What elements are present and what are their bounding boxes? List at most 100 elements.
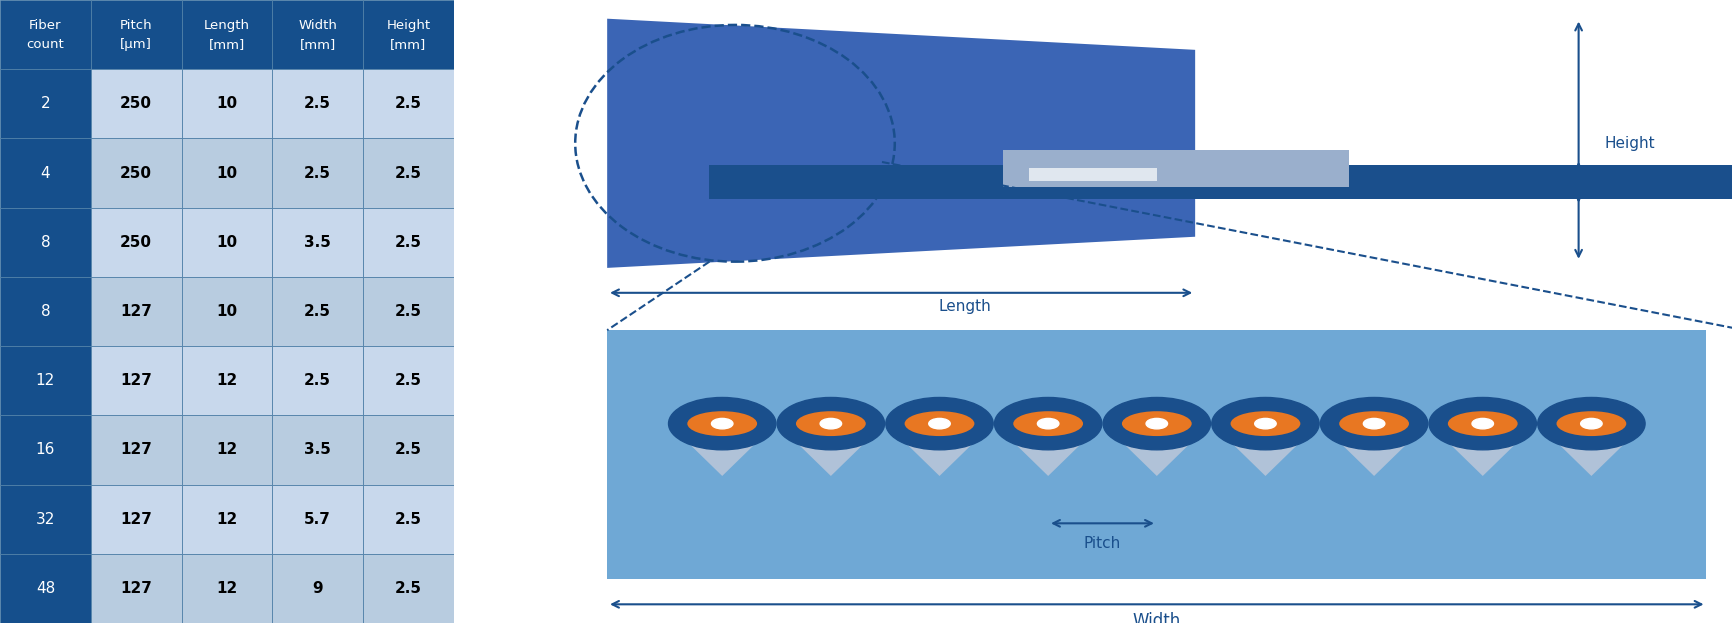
Text: 127: 127 — [120, 581, 152, 596]
Polygon shape — [1219, 432, 1311, 476]
Circle shape — [885, 397, 992, 450]
Bar — [272, 346, 364, 416]
Text: 12: 12 — [216, 581, 237, 596]
Bar — [0, 554, 90, 623]
Ellipse shape — [1013, 411, 1082, 436]
Bar — [182, 277, 272, 346]
Text: 32: 32 — [36, 511, 55, 526]
Bar — [364, 138, 454, 207]
Text: 3.5: 3.5 — [305, 442, 331, 457]
Bar — [90, 416, 182, 485]
Circle shape — [1581, 419, 1602, 429]
Circle shape — [1037, 419, 1058, 429]
Circle shape — [1429, 397, 1536, 450]
Text: Height: Height — [1604, 136, 1654, 151]
Bar — [90, 138, 182, 207]
Text: 12: 12 — [216, 442, 237, 457]
Circle shape — [778, 397, 885, 450]
Text: Width
[mm]: Width [mm] — [298, 19, 338, 50]
Bar — [90, 554, 182, 623]
Text: 4: 4 — [40, 166, 50, 181]
Text: 2.5: 2.5 — [395, 166, 423, 181]
Circle shape — [1472, 419, 1493, 429]
Text: 250: 250 — [120, 235, 152, 250]
Text: 2.5: 2.5 — [395, 304, 423, 319]
Text: 127: 127 — [120, 442, 152, 457]
Text: 127: 127 — [120, 373, 152, 388]
Bar — [0, 207, 90, 277]
Polygon shape — [1003, 432, 1095, 476]
Bar — [272, 138, 364, 207]
Ellipse shape — [904, 411, 975, 436]
Text: Pitch: Pitch — [1084, 536, 1121, 551]
Bar — [0, 416, 90, 485]
Polygon shape — [677, 432, 767, 476]
Bar — [364, 346, 454, 416]
Circle shape — [1103, 397, 1211, 450]
Text: 2.5: 2.5 — [305, 97, 331, 112]
Bar — [182, 138, 272, 207]
Ellipse shape — [1230, 411, 1301, 436]
Ellipse shape — [1339, 411, 1410, 436]
Polygon shape — [1438, 432, 1528, 476]
Bar — [710, 165, 1732, 199]
Circle shape — [669, 397, 776, 450]
Bar — [90, 485, 182, 554]
Ellipse shape — [1557, 411, 1626, 436]
Bar — [182, 416, 272, 485]
Bar — [272, 69, 364, 138]
Bar — [0, 277, 90, 346]
Text: 12: 12 — [36, 373, 55, 388]
Text: 10: 10 — [216, 97, 237, 112]
Bar — [182, 0, 272, 69]
Text: Pitch
[μm]: Pitch [μm] — [120, 19, 152, 50]
Text: 10: 10 — [216, 166, 237, 181]
Text: 250: 250 — [120, 97, 152, 112]
Text: 10: 10 — [216, 304, 237, 319]
Circle shape — [821, 419, 842, 429]
Text: Fiber
count: Fiber count — [26, 19, 64, 50]
Text: 2.5: 2.5 — [395, 373, 423, 388]
Bar — [0, 485, 90, 554]
Polygon shape — [894, 432, 986, 476]
Polygon shape — [608, 19, 1195, 268]
Bar — [0, 69, 90, 138]
Bar — [0, 138, 90, 207]
Bar — [90, 0, 182, 69]
Text: 9: 9 — [312, 581, 322, 596]
Bar — [608, 330, 1706, 579]
Text: 10: 10 — [216, 235, 237, 250]
Bar — [0, 0, 90, 69]
Bar — [182, 554, 272, 623]
Bar — [364, 207, 454, 277]
Bar — [364, 69, 454, 138]
Circle shape — [1363, 419, 1386, 429]
Ellipse shape — [1122, 411, 1192, 436]
Bar — [90, 346, 182, 416]
Circle shape — [712, 419, 733, 429]
Text: 250: 250 — [120, 166, 152, 181]
Bar — [182, 485, 272, 554]
Ellipse shape — [688, 411, 757, 436]
Text: 48: 48 — [36, 581, 55, 596]
Bar — [272, 554, 364, 623]
Polygon shape — [1112, 432, 1202, 476]
Ellipse shape — [1448, 411, 1517, 436]
Text: Length: Length — [939, 300, 991, 315]
Text: 2: 2 — [40, 97, 50, 112]
Text: 2.5: 2.5 — [305, 166, 331, 181]
Bar — [182, 346, 272, 416]
Text: 5.7: 5.7 — [305, 511, 331, 526]
Bar — [1029, 168, 1157, 181]
Polygon shape — [1328, 432, 1420, 476]
Text: 2.5: 2.5 — [305, 373, 331, 388]
Bar — [364, 485, 454, 554]
Bar — [364, 416, 454, 485]
Bar — [364, 0, 454, 69]
Bar — [272, 485, 364, 554]
Text: 2.5: 2.5 — [395, 97, 423, 112]
Circle shape — [1254, 419, 1276, 429]
Text: Length
[mm]: Length [mm] — [204, 19, 249, 50]
Bar — [272, 0, 364, 69]
Text: 3.5: 3.5 — [305, 235, 331, 250]
